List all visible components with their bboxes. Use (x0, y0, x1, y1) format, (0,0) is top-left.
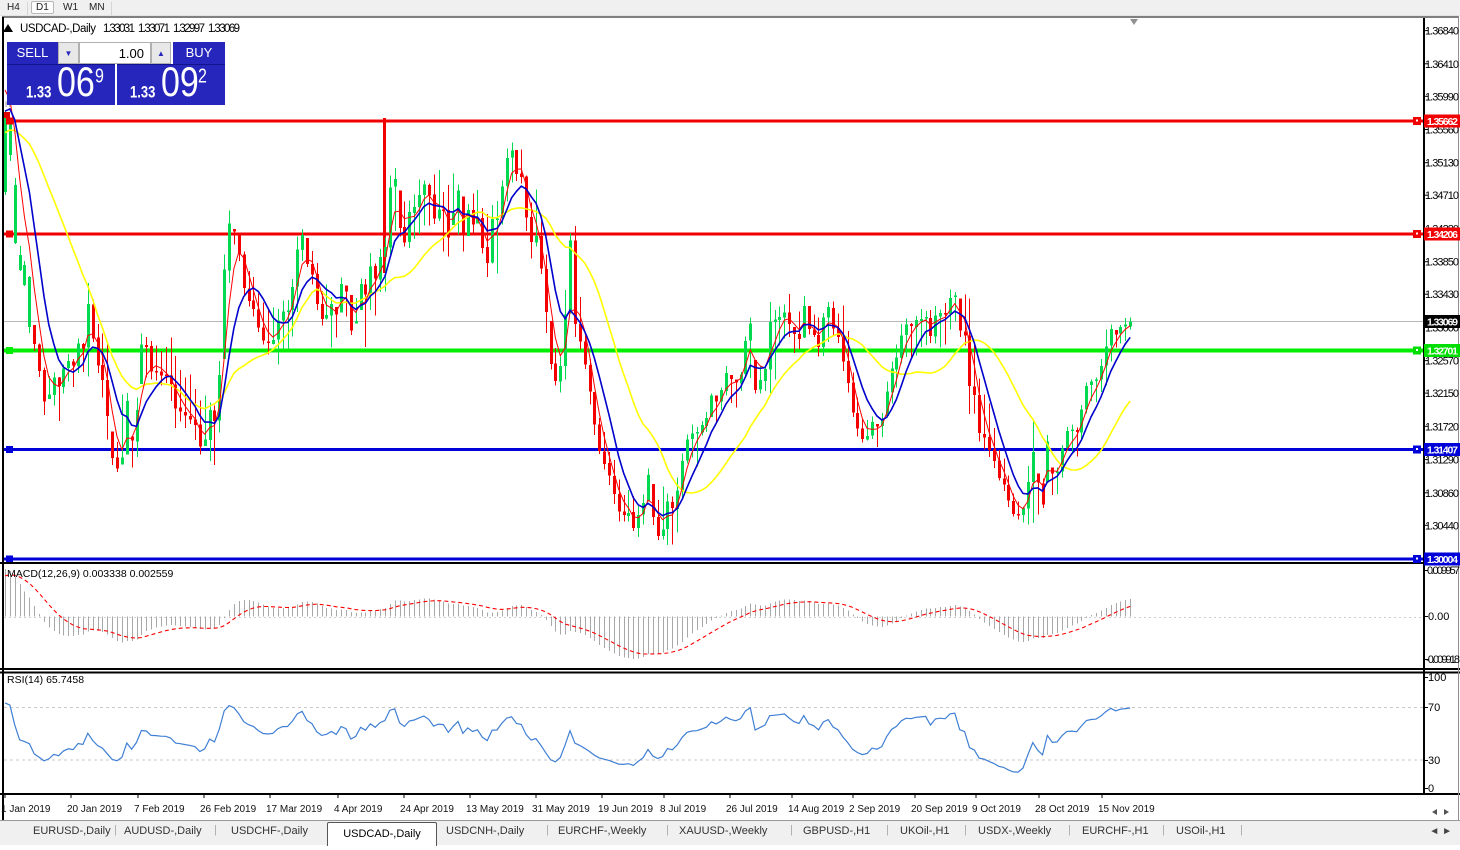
svg-text:USDCAD-,Daily: USDCAD-,Daily (20, 23, 96, 35)
svg-text:7 Feb 2019: 7 Feb 2019 (134, 804, 185, 815)
svg-text:20 Sep 2019: 20 Sep 2019 (911, 804, 968, 815)
svg-text:1.35130: 1.35130 (1425, 158, 1459, 170)
svg-text:8 Jul 2019: 8 Jul 2019 (660, 804, 707, 815)
svg-text:1.33069: 1.33069 (1427, 317, 1458, 329)
svg-text:100: 100 (1428, 672, 1446, 684)
svg-text:14 Aug 2019: 14 Aug 2019 (788, 804, 845, 815)
svg-text:24 Apr 2019: 24 Apr 2019 (400, 804, 454, 815)
svg-text:-0.009918: -0.009918 (1426, 654, 1460, 666)
svg-text:1.33031: 1.33031 (103, 23, 135, 35)
svg-text:1.32150: 1.32150 (1425, 388, 1459, 400)
svg-text:1.32701: 1.32701 (1427, 346, 1458, 358)
svg-text:17 Mar 2019: 17 Mar 2019 (266, 804, 323, 815)
svg-text:1.32997: 1.32997 (173, 23, 205, 35)
svg-text:2 Sep 2019: 2 Sep 2019 (849, 804, 901, 815)
svg-text:31 May 2019: 31 May 2019 (532, 804, 590, 815)
svg-text:1.31720: 1.31720 (1425, 421, 1459, 433)
svg-text:30: 30 (1428, 755, 1440, 767)
svg-text:1.35990: 1.35990 (1425, 91, 1459, 103)
svg-text:1.35662: 1.35662 (1427, 116, 1458, 128)
svg-text:1.30860: 1.30860 (1425, 488, 1459, 500)
svg-text:13 May 2019: 13 May 2019 (466, 804, 524, 815)
svg-text:1 Jan 2019: 1 Jan 2019 (1, 804, 51, 815)
svg-text:1.31290: 1.31290 (1425, 455, 1459, 467)
svg-text:0.009957: 0.009957 (1427, 565, 1460, 577)
svg-text:1.33071: 1.33071 (138, 23, 170, 35)
svg-text:MACD(12,26,9) 0.003338 0.00255: MACD(12,26,9) 0.003338 0.002559 (7, 568, 174, 580)
svg-text:RSI(14) 65.7458: RSI(14) 65.7458 (7, 674, 84, 686)
svg-text:9 Oct 2019: 9 Oct 2019 (972, 804, 1021, 815)
svg-text:28 Oct 2019: 28 Oct 2019 (1035, 804, 1090, 815)
svg-text:1.36840: 1.36840 (1425, 26, 1459, 38)
svg-text:19 Jun 2019: 19 Jun 2019 (598, 804, 653, 815)
svg-text:4 Apr 2019: 4 Apr 2019 (334, 804, 383, 815)
svg-text:70: 70 (1428, 702, 1440, 714)
svg-text:1.30004: 1.30004 (1427, 554, 1458, 566)
svg-text:26 Jul 2019: 26 Jul 2019 (726, 804, 778, 815)
svg-text:20 Jan 2019: 20 Jan 2019 (67, 804, 122, 815)
svg-text:1.32570: 1.32570 (1425, 356, 1459, 368)
svg-text:1.33069: 1.33069 (208, 23, 240, 35)
svg-text:1.31407: 1.31407 (1427, 445, 1458, 457)
svg-text:1.34206: 1.34206 (1427, 229, 1458, 241)
svg-text:1.34710: 1.34710 (1425, 190, 1459, 202)
svg-text:1.36410: 1.36410 (1425, 59, 1459, 71)
svg-text:1.30440: 1.30440 (1425, 520, 1459, 532)
svg-text:1.33850: 1.33850 (1425, 257, 1459, 269)
svg-text:0: 0 (1428, 783, 1434, 795)
svg-text:1.33430: 1.33430 (1425, 289, 1459, 301)
svg-text:26 Feb 2019: 26 Feb 2019 (200, 804, 257, 815)
svg-text:15 Nov 2019: 15 Nov 2019 (1098, 804, 1155, 815)
svg-text:0.00: 0.00 (1428, 611, 1449, 623)
